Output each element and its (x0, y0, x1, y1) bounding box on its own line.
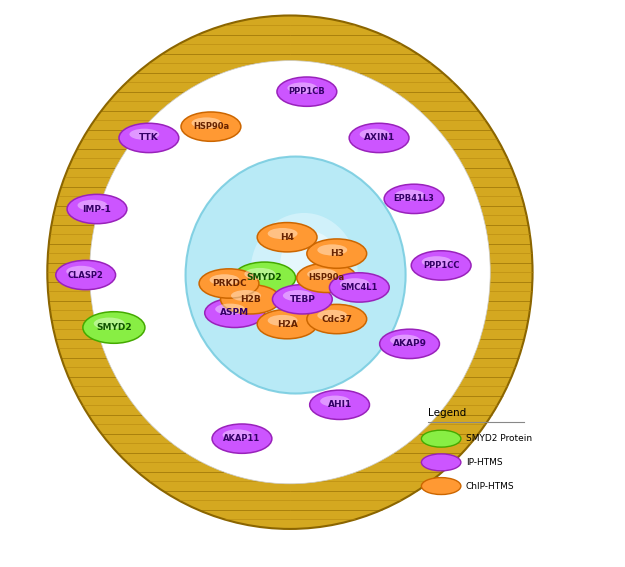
Ellipse shape (212, 424, 272, 454)
Ellipse shape (231, 290, 261, 301)
Text: H2A: H2A (277, 320, 298, 329)
Ellipse shape (209, 274, 239, 285)
Text: HSP90a: HSP90a (309, 273, 344, 282)
Ellipse shape (421, 454, 461, 471)
Ellipse shape (67, 194, 127, 224)
Ellipse shape (258, 310, 317, 339)
Ellipse shape (251, 213, 358, 332)
Text: AKAP11: AKAP11 (223, 434, 261, 443)
Ellipse shape (280, 231, 339, 297)
Text: SMYD2: SMYD2 (96, 323, 132, 332)
Text: AXIN1: AXIN1 (364, 133, 395, 142)
Ellipse shape (421, 430, 461, 447)
Ellipse shape (221, 285, 281, 314)
Ellipse shape (186, 156, 406, 393)
Text: TTK: TTK (139, 133, 159, 142)
Ellipse shape (359, 129, 389, 140)
Text: H2B: H2B (240, 295, 261, 304)
Text: HSP90a: HSP90a (193, 122, 229, 131)
Ellipse shape (48, 15, 532, 529)
Ellipse shape (283, 290, 312, 301)
Text: H3: H3 (330, 249, 344, 258)
Text: Cdc37: Cdc37 (321, 315, 352, 324)
Text: PPP1CB: PPP1CB (289, 87, 325, 96)
Ellipse shape (234, 262, 296, 294)
Text: CLASP2: CLASP2 (68, 270, 104, 280)
Ellipse shape (307, 304, 367, 334)
Text: SMYD2 Protein: SMYD2 Protein (466, 434, 532, 443)
Ellipse shape (297, 263, 356, 293)
Ellipse shape (129, 129, 159, 140)
Ellipse shape (181, 112, 241, 141)
Ellipse shape (349, 123, 409, 153)
Ellipse shape (78, 200, 108, 211)
Ellipse shape (340, 278, 370, 289)
Ellipse shape (199, 269, 259, 298)
Text: EPB41L3: EPB41L3 (394, 194, 434, 204)
Ellipse shape (422, 256, 452, 268)
Ellipse shape (394, 189, 424, 201)
Ellipse shape (309, 390, 369, 420)
Ellipse shape (307, 239, 367, 268)
Text: ChIP-HTMS: ChIP-HTMS (466, 481, 514, 490)
Ellipse shape (66, 266, 96, 277)
Ellipse shape (222, 429, 253, 441)
Text: IMP-1: IMP-1 (82, 205, 111, 214)
Ellipse shape (56, 260, 116, 290)
Ellipse shape (277, 77, 337, 107)
Ellipse shape (215, 303, 245, 315)
Ellipse shape (268, 315, 298, 326)
Text: SMC4L1: SMC4L1 (341, 283, 378, 292)
Ellipse shape (119, 123, 179, 153)
Ellipse shape (379, 329, 439, 358)
Ellipse shape (421, 477, 461, 494)
Ellipse shape (288, 82, 318, 94)
Ellipse shape (244, 268, 276, 280)
Ellipse shape (384, 184, 444, 214)
Ellipse shape (411, 251, 471, 280)
Ellipse shape (320, 396, 350, 407)
Text: IP-HTMS: IP-HTMS (466, 458, 503, 467)
Text: AKAP9: AKAP9 (392, 340, 426, 348)
Ellipse shape (329, 273, 389, 302)
Ellipse shape (268, 228, 298, 239)
Ellipse shape (272, 285, 332, 314)
Ellipse shape (258, 223, 317, 252)
Text: AHI1: AHI1 (328, 400, 352, 409)
Ellipse shape (318, 244, 348, 256)
Ellipse shape (318, 310, 348, 321)
Ellipse shape (83, 312, 145, 343)
Ellipse shape (307, 269, 337, 280)
Text: H4: H4 (280, 232, 294, 242)
Text: TEBP: TEBP (289, 295, 315, 304)
Text: ASPM: ASPM (220, 308, 249, 318)
Text: Legend: Legend (428, 408, 466, 418)
Text: PPP1CC: PPP1CC (423, 261, 459, 270)
Ellipse shape (89, 61, 490, 484)
Ellipse shape (94, 318, 125, 329)
Ellipse shape (390, 335, 420, 346)
Ellipse shape (205, 298, 264, 328)
Text: PRKDC: PRKDC (212, 279, 246, 288)
Text: SMYD2: SMYD2 (247, 273, 282, 282)
Ellipse shape (191, 117, 221, 129)
